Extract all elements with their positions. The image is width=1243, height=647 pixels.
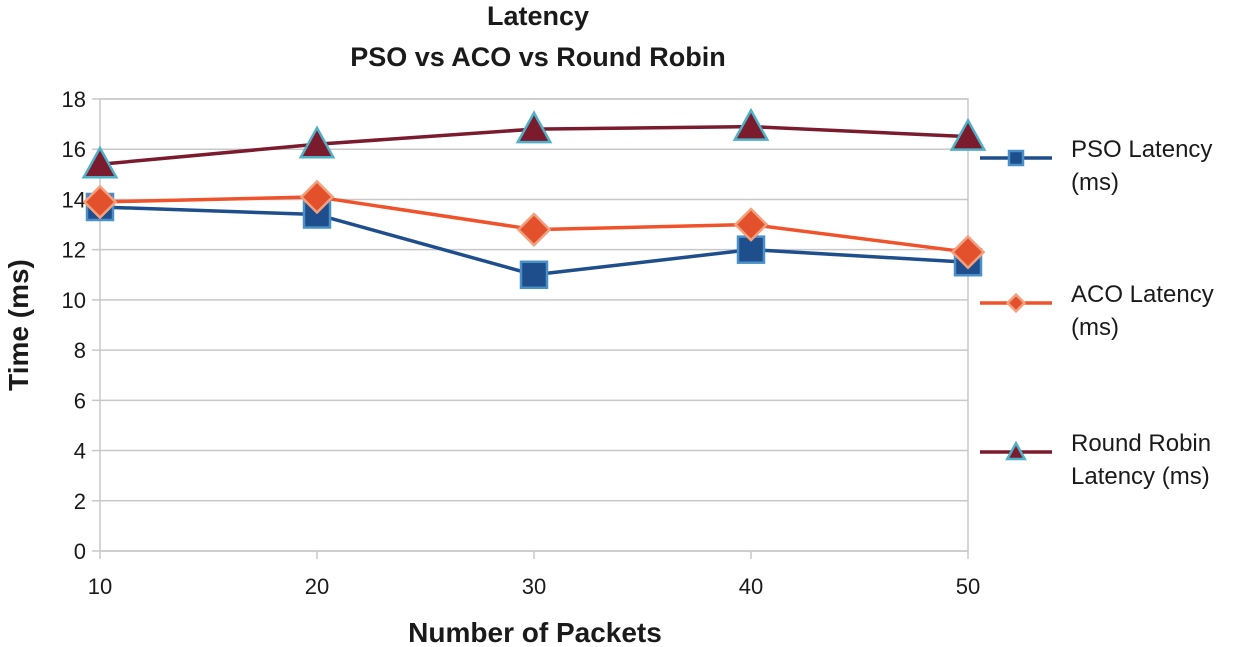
legend-label: Latency (ms) (1071, 463, 1210, 490)
y-tick-label: 6 (74, 388, 86, 413)
data-point (299, 179, 335, 215)
chart-title-line-1: Latency (487, 1, 589, 31)
data-point (298, 125, 336, 159)
series-triangle (81, 107, 987, 179)
chart-title-line-2: PSO vs ACO vs Round Robin (350, 42, 726, 72)
legend: PSO Latency (ms) ACO Latency (ms) Round Robi… (980, 136, 1214, 490)
data-point (732, 107, 770, 141)
y-tick-label: 4 (74, 439, 86, 464)
legend-marker (1007, 149, 1025, 167)
data-point (81, 145, 119, 179)
y-tick-label: 12 (62, 238, 86, 263)
y-tick-label: 16 (62, 137, 86, 162)
legend-entry: Round Robin Latency (ms) (980, 430, 1211, 490)
y-axis-ticks: 0 2 4 6 8 10 12 14 16 18 (62, 87, 100, 564)
x-tick-label: 50 (956, 574, 980, 599)
data-point (950, 234, 986, 270)
data-point (733, 207, 769, 242)
data-point (515, 110, 553, 144)
data-point (949, 117, 987, 151)
x-axis-ticks: 10 20 30 40 50 (88, 551, 980, 599)
y-tick-label: 10 (62, 288, 86, 313)
x-tick-label: 30 (522, 574, 546, 599)
legend-marker (1005, 440, 1027, 461)
y-tick-label: 18 (62, 87, 86, 112)
y-tick-label: 0 (74, 539, 86, 564)
legend-label: (ms) (1071, 169, 1119, 196)
gridlines (100, 98, 968, 552)
x-tick-label: 20 (305, 574, 329, 599)
legend-label: Round Robin (1071, 430, 1211, 457)
legend-label: (ms) (1071, 314, 1119, 341)
legend-marker (1005, 292, 1027, 314)
series-group (81, 107, 987, 290)
legend-label: ACO Latency (1071, 281, 1214, 308)
y-tick-label: 8 (74, 338, 86, 363)
data-point (82, 184, 118, 220)
x-axis-title: Number of Packets (408, 617, 662, 647)
legend-label: PSO Latency (1071, 136, 1212, 163)
legend-entry: ACO Latency (ms) (980, 281, 1214, 341)
legend-entry: PSO Latency (ms) (980, 136, 1212, 196)
y-axis-title: Time (ms) (3, 259, 34, 391)
chart-title: Latency PSO vs ACO vs Round Robin (350, 1, 726, 72)
data-point (516, 212, 552, 247)
data-point (519, 260, 549, 290)
y-tick-label: 14 (62, 187, 86, 212)
y-tick-label: 2 (74, 489, 86, 514)
plot-area (99, 98, 969, 552)
x-tick-label: 10 (88, 574, 112, 599)
series-diamond (82, 179, 986, 270)
x-tick-label: 40 (739, 574, 763, 599)
